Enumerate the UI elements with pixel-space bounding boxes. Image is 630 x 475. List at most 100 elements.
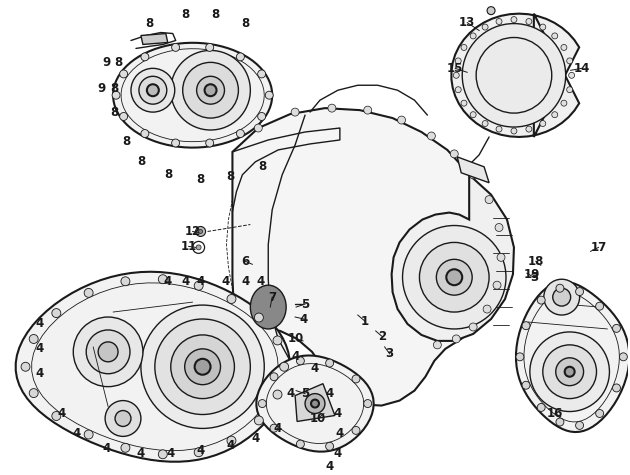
- Circle shape: [530, 332, 609, 411]
- Circle shape: [469, 171, 477, 179]
- Circle shape: [52, 309, 60, 318]
- Polygon shape: [295, 384, 335, 421]
- Text: 4: 4: [326, 387, 334, 400]
- Text: 4: 4: [221, 275, 229, 288]
- Circle shape: [258, 113, 266, 121]
- Circle shape: [258, 70, 266, 78]
- Circle shape: [195, 359, 210, 375]
- Text: 12: 12: [185, 225, 201, 238]
- Circle shape: [420, 242, 489, 312]
- Circle shape: [462, 24, 566, 127]
- Text: 8: 8: [110, 105, 118, 119]
- Circle shape: [556, 358, 583, 386]
- Circle shape: [120, 70, 128, 78]
- Circle shape: [84, 430, 93, 439]
- Polygon shape: [457, 157, 489, 183]
- Circle shape: [364, 106, 372, 114]
- Text: 4: 4: [137, 447, 145, 460]
- Circle shape: [452, 335, 461, 343]
- Circle shape: [171, 335, 234, 399]
- Text: 10: 10: [310, 412, 326, 425]
- Circle shape: [236, 53, 244, 61]
- Circle shape: [84, 288, 93, 297]
- Circle shape: [552, 33, 558, 39]
- Circle shape: [296, 357, 304, 365]
- Circle shape: [556, 284, 564, 292]
- Circle shape: [569, 72, 575, 78]
- Circle shape: [326, 359, 334, 367]
- Polygon shape: [209, 108, 501, 417]
- Circle shape: [73, 317, 143, 387]
- Circle shape: [326, 442, 334, 450]
- Circle shape: [576, 287, 583, 295]
- Text: 8: 8: [114, 56, 122, 69]
- Text: 8: 8: [258, 161, 266, 173]
- Circle shape: [194, 448, 203, 456]
- Circle shape: [206, 139, 214, 147]
- Circle shape: [29, 389, 38, 398]
- Circle shape: [487, 7, 495, 15]
- Circle shape: [450, 150, 458, 158]
- Circle shape: [511, 128, 517, 134]
- Circle shape: [158, 450, 168, 459]
- Text: 9: 9: [97, 82, 105, 95]
- Text: 8: 8: [197, 173, 205, 186]
- Text: 3: 3: [530, 271, 538, 284]
- Circle shape: [526, 126, 532, 132]
- Circle shape: [461, 100, 467, 106]
- Circle shape: [194, 281, 203, 290]
- Circle shape: [364, 399, 372, 408]
- Circle shape: [171, 50, 250, 130]
- Text: 19: 19: [524, 268, 540, 281]
- Circle shape: [29, 334, 38, 343]
- Circle shape: [352, 427, 360, 434]
- Text: 4: 4: [164, 275, 172, 288]
- Text: 4: 4: [241, 275, 249, 288]
- Text: 5: 5: [301, 387, 309, 400]
- Circle shape: [206, 43, 214, 51]
- Circle shape: [112, 91, 120, 99]
- Text: 4: 4: [300, 313, 308, 325]
- Circle shape: [105, 400, 141, 437]
- Circle shape: [131, 68, 175, 112]
- Circle shape: [537, 296, 545, 304]
- Text: 15: 15: [447, 62, 464, 75]
- Circle shape: [537, 403, 545, 411]
- Circle shape: [437, 259, 472, 295]
- Text: 8: 8: [181, 8, 190, 21]
- Text: 3: 3: [386, 347, 394, 361]
- Polygon shape: [256, 355, 374, 452]
- Circle shape: [544, 279, 580, 315]
- Circle shape: [21, 362, 30, 371]
- Text: 4: 4: [167, 447, 175, 460]
- Text: 8: 8: [212, 8, 220, 21]
- Text: 16: 16: [547, 407, 563, 420]
- Circle shape: [576, 421, 583, 429]
- Circle shape: [311, 399, 319, 408]
- Text: 2: 2: [379, 331, 387, 343]
- Circle shape: [455, 87, 461, 93]
- Text: 4: 4: [251, 432, 260, 445]
- Circle shape: [139, 76, 167, 104]
- Circle shape: [493, 281, 501, 289]
- Circle shape: [115, 410, 131, 427]
- Text: 9: 9: [102, 56, 110, 69]
- Circle shape: [171, 139, 180, 147]
- Circle shape: [227, 436, 236, 445]
- Circle shape: [86, 330, 130, 374]
- Circle shape: [305, 394, 325, 414]
- Circle shape: [270, 373, 278, 380]
- Circle shape: [236, 130, 244, 138]
- Circle shape: [171, 43, 180, 51]
- Circle shape: [564, 367, 575, 377]
- Circle shape: [482, 121, 488, 126]
- Text: 4: 4: [35, 367, 43, 380]
- Text: 8: 8: [122, 135, 130, 149]
- Circle shape: [495, 224, 503, 231]
- Circle shape: [567, 87, 573, 93]
- Text: 6: 6: [241, 255, 249, 268]
- Text: 17: 17: [590, 241, 607, 254]
- Text: 8: 8: [145, 17, 153, 30]
- Circle shape: [482, 24, 488, 30]
- Text: 13: 13: [459, 16, 475, 29]
